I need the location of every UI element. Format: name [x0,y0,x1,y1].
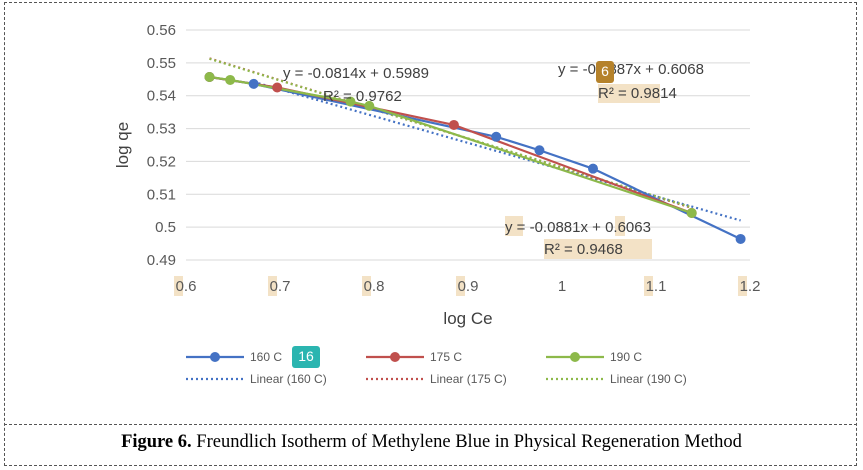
data-point-1 [491,131,502,142]
tick-highlight [456,276,465,296]
caption-label: Figure 6. [121,432,192,452]
tick-highlight [362,276,371,296]
equation-190: y = -0.0881x + 0.6063 [505,219,651,236]
legend-trend-label-2: Linear (175 C) [430,372,507,386]
chart-frame [4,2,857,466]
r2-175: R² = 0.9814 [598,85,677,102]
y-tick-label: 0.56 [147,22,176,39]
equation-160: y = -0.0814x + 0.5989 [283,65,429,82]
x-tick-label: 1 [558,278,566,295]
data-point-1 [735,233,746,244]
badge-6: 6 [596,61,614,83]
y-tick-label: 0.52 [147,153,176,170]
legend-marker-3 [570,352,580,362]
r2-160: R² = 0.9762 [323,88,402,105]
legend-label-3: 190 C [610,350,642,364]
data-point-2 [272,82,283,93]
x-tick-label: 1.2 [740,278,761,295]
r2-highlight-175 [598,84,660,103]
legend-label-2: 175 C [430,350,462,364]
data-point-3 [225,74,236,85]
data-point-1 [248,78,259,89]
y-tick-label: 0.55 [147,55,176,72]
y-tick-label: 0.54 [147,88,176,105]
x-tick-label: 0.8 [364,278,385,295]
data-point-3 [686,208,697,219]
legend-label-1: 160 C [250,350,282,364]
y-tick-label: 0.51 [147,186,176,203]
tick-highlight [738,276,747,296]
caption-text: Freundlich Isotherm of Methylene Blue in… [191,432,742,452]
tick-highlight [174,276,183,296]
x-tick-label: 1.1 [646,278,667,295]
legend-marker-2 [390,352,400,362]
y-axis-title: log qe [113,122,132,168]
y-tick-label: 0.49 [147,252,176,269]
data-point-3 [204,71,215,82]
y-tick-label: 0.5 [155,219,176,236]
legend-trend-label-3: Linear (190 C) [610,372,687,386]
chart-svg: 0.49 0.5 0.51 0.52 0.53 0.54 0.55 0.56 0.6 0.7 0.8… [113,22,761,386]
data-point-1 [534,145,545,156]
figure-caption: Figure 6. Freundlich Isotherm of Methyle… [0,432,863,453]
x-tick-label: 0.7 [270,278,291,295]
data-point-3 [345,96,356,107]
eq-highlight-190b [615,216,625,236]
r2-highlight-190 [544,239,652,259]
x-tick-label: 0.9 [458,278,479,295]
badge-16: 16 [292,346,320,368]
eq-highlight-190a [505,216,523,236]
data-point-1 [588,163,599,174]
data-point-3 [364,100,375,111]
legend-trend-label-1: Linear (160 C) [250,372,327,386]
legend-marker-1 [210,352,220,362]
x-tick-label: 0.6 [176,278,197,295]
r2-190: R² = 0.9468 [544,241,623,258]
y-tick-label: 0.53 [147,121,176,138]
caption-separator [4,424,857,425]
x-axis-title: log Ce [443,309,492,328]
data-point-2 [448,119,459,130]
tick-highlight [644,276,653,296]
equation-175: y = -0.0887x + 0.6068 [558,61,704,78]
tick-highlight [268,276,277,296]
